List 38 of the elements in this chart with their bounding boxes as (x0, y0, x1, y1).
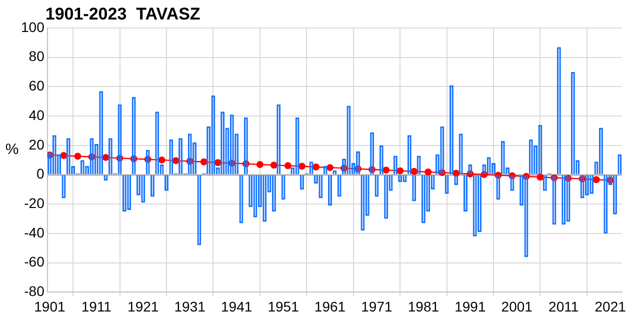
point (592, 176, 600, 184)
x-tick-label: 2011 (548, 298, 579, 314)
point (396, 167, 404, 174)
point (382, 166, 390, 174)
x-tick-label: 1961 (314, 298, 346, 314)
point (284, 162, 292, 170)
x-tick-label: 1911 (81, 298, 112, 314)
point (158, 156, 166, 164)
point (256, 161, 264, 168)
point (326, 164, 334, 172)
y-tick-label: 0 (36, 166, 45, 182)
y-tick-label: -60 (24, 254, 45, 270)
point (270, 162, 278, 169)
y-tick-label: 80 (28, 48, 45, 64)
x-tick-label: 1931 (174, 298, 206, 314)
x-tick-label: 1991 (454, 298, 486, 314)
x-tick-label: 1981 (408, 298, 440, 314)
point (60, 152, 68, 160)
y-tick-label: 100 (21, 18, 45, 35)
y-axis-title: % (5, 141, 19, 158)
y-tick-label: -40 (24, 224, 45, 240)
x-tick-label: 1901 (34, 298, 66, 314)
y-tick-label: 20 (28, 136, 45, 152)
x-tick-label: 2021 (594, 298, 626, 314)
y-tick-label: 60 (28, 78, 45, 94)
y-tick-label: -20 (24, 194, 45, 211)
x-tick-label: 2001 (501, 298, 533, 314)
y-tick-label: -80 (24, 283, 45, 300)
x-tick-label: 1951 (268, 298, 300, 314)
point (312, 164, 320, 170)
point (200, 158, 208, 166)
x-tick-label: 1921 (128, 298, 159, 314)
point (424, 168, 432, 176)
y-tick-label: 40 (28, 106, 45, 123)
point (74, 152, 82, 160)
x-tick-label: 1971 (361, 298, 393, 314)
x-tick-label: 1941 (220, 298, 252, 314)
chart-title: 1901-2023 TAVASZ (45, 4, 200, 24)
